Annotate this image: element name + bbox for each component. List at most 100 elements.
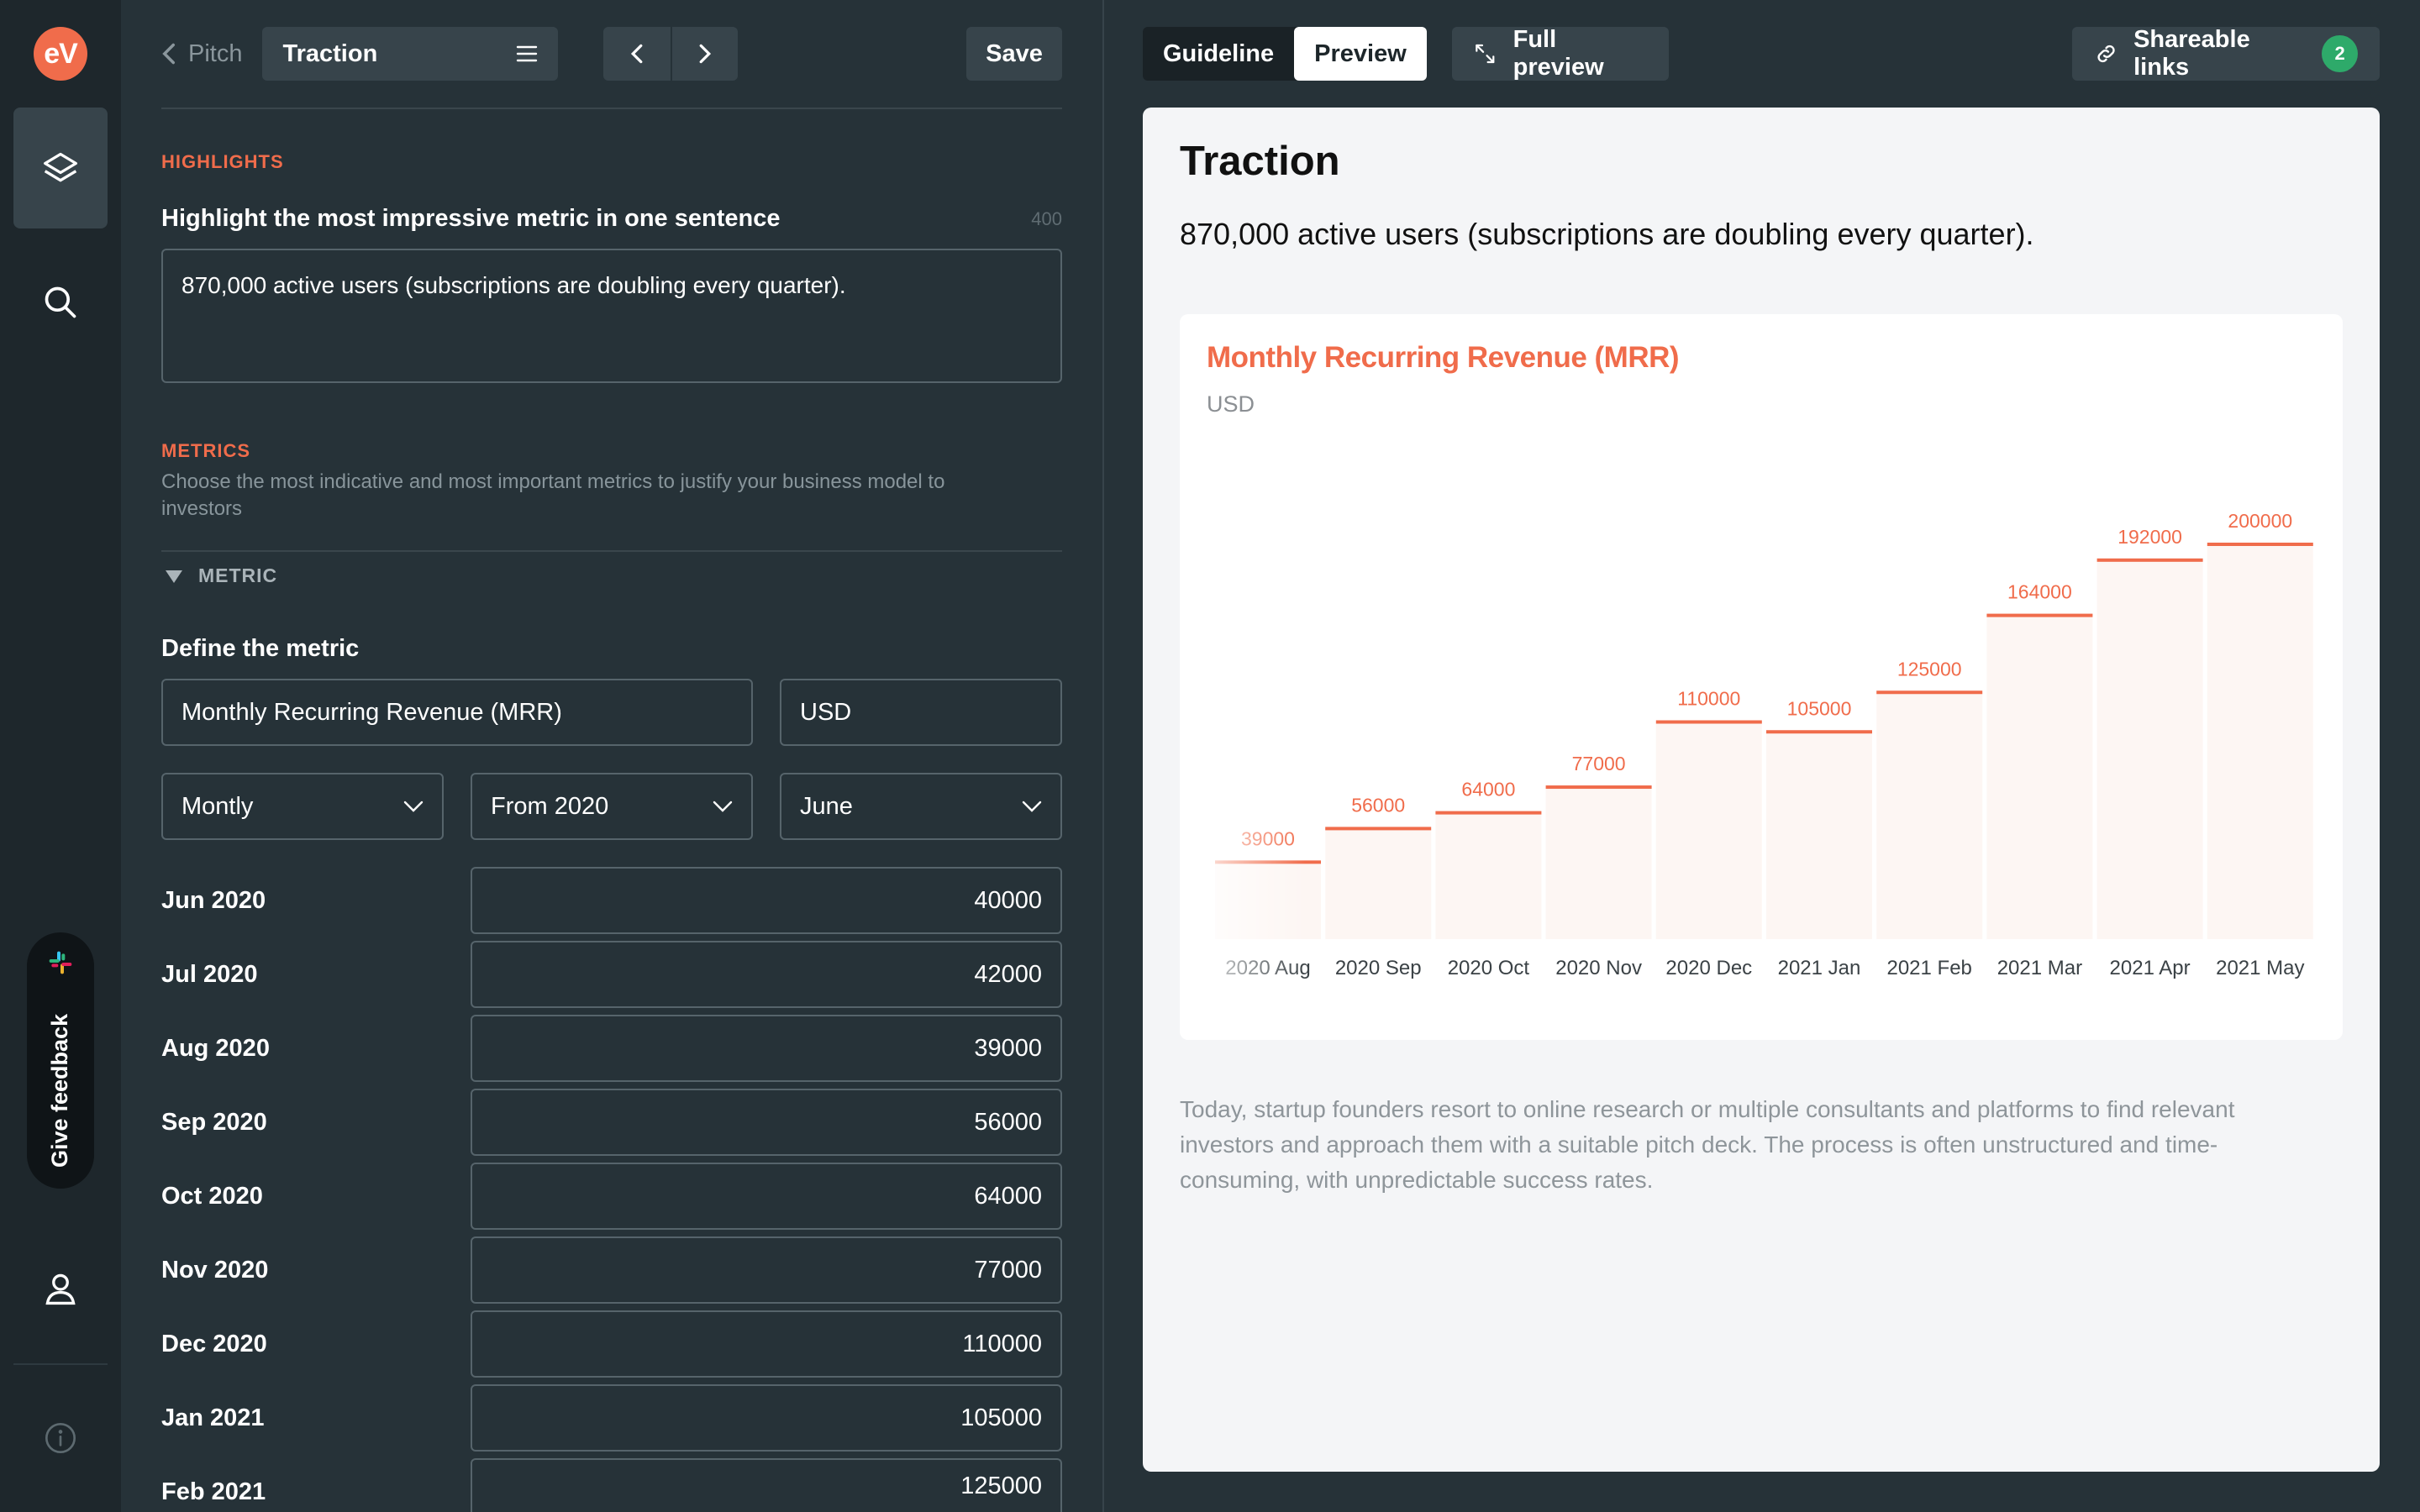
- start-month-value: June: [800, 792, 853, 820]
- metric-collapse-toggle[interactable]: METRIC: [165, 564, 277, 587]
- metrics-heading: METRICS: [161, 440, 250, 461]
- chart-bar-top: [2207, 543, 2313, 546]
- shareable-links-button[interactable]: Shareable links 2: [2072, 26, 2380, 81]
- highlights-heading: HIGHLIGHTS: [161, 151, 284, 172]
- preview-highlight: 870,000 active users (subscriptions are …: [1180, 217, 2034, 251]
- save-button[interactable]: Save: [966, 27, 1062, 81]
- metrics-divider: [161, 550, 1062, 552]
- chart-title: Monthly Recurring Revenue (MRR): [1207, 341, 1680, 374]
- search-icon: [45, 286, 76, 318]
- define-metric-label: Define the metric: [161, 635, 360, 662]
- chart-data-label: 200000: [2228, 510, 2292, 532]
- caret-down-icon: [166, 570, 182, 583]
- metric-row-label: Jun 2020: [161, 887, 266, 914]
- start-year-select[interactable]: From 2020: [471, 773, 753, 840]
- chart-bar-top: [1986, 613, 2093, 617]
- metric-row-label: Jul 2020: [161, 961, 258, 988]
- chart-data-label: 110000: [1677, 688, 1740, 710]
- chart-bar: [1325, 828, 1432, 939]
- chart-data-label: 56000: [1351, 794, 1405, 816]
- metric-row-value: 125000: [960, 1472, 1042, 1499]
- chevron-down-icon: [713, 801, 733, 812]
- info-icon: [45, 1423, 76, 1453]
- chart-tick-label: 2021 Apr: [2110, 957, 2191, 979]
- chevron-left-icon: [162, 43, 175, 65]
- chart-bar-group: 105000 2021 Jan: [1766, 697, 1872, 979]
- full-preview-label: Full preview: [1512, 26, 1604, 81]
- chart-bar: [1986, 615, 2093, 939]
- start-month-select[interactable]: June: [780, 773, 1062, 840]
- section-selector[interactable]: Traction: [262, 27, 559, 81]
- metric-row-value: 105000: [960, 1404, 1042, 1431]
- chart-tick-label: 2020 Nov: [1555, 957, 1642, 979]
- metric-row-label: Feb 2021: [161, 1478, 266, 1505]
- profile-button[interactable]: [13, 1228, 108, 1349]
- layers-button[interactable]: [13, 108, 108, 228]
- section-name: Traction: [282, 39, 378, 67]
- frequency-select[interactable]: Montly: [161, 773, 444, 840]
- metric-row-input[interactable]: 64000: [471, 1163, 1062, 1230]
- previous-section-button[interactable]: [603, 27, 671, 81]
- tab-preview[interactable]: Preview: [1294, 27, 1427, 81]
- expand-icon: [1476, 44, 1495, 64]
- chart-bar: [1766, 732, 1872, 939]
- chart-bar-group: 164000 2021 Mar: [1986, 581, 2093, 979]
- link-icon: [2097, 45, 2115, 63]
- metric-row-input[interactable]: 105000: [471, 1384, 1062, 1452]
- metric-row-input[interactable]: 125000: [471, 1458, 1062, 1512]
- metric-row-label: Sep 2020: [161, 1109, 267, 1136]
- metric-row-input[interactable]: 40000: [471, 867, 1062, 934]
- highlight-textarea[interactable]: 870,000 active users (subscriptions are …: [161, 249, 1062, 383]
- chart-tick-label: 2020 Oct: [1448, 957, 1530, 979]
- panel-splitter[interactable]: [1102, 0, 1104, 1512]
- character-counter: 400: [1031, 208, 1062, 229]
- tab-guideline[interactable]: Guideline: [1163, 39, 1275, 67]
- metric-row-input[interactable]: 110000: [471, 1310, 1062, 1378]
- metric-row-input[interactable]: 39000: [471, 1015, 1062, 1082]
- section-pager: [603, 27, 738, 81]
- metric-row-label: Nov 2020: [161, 1257, 269, 1284]
- chart-bar: [2096, 559, 2203, 939]
- metric-row-input[interactable]: 42000: [471, 941, 1062, 1008]
- chart-bar-top: [1655, 720, 1762, 724]
- layers-icon: [44, 152, 77, 182]
- chart-bar: [1435, 812, 1542, 939]
- metric-name-value: Monthly Recurring Revenue (MRR): [182, 698, 562, 726]
- chart-tick-label: 2020 Sep: [1335, 957, 1422, 979]
- next-section-button[interactable]: [671, 27, 738, 81]
- info-button[interactable]: [13, 1378, 108, 1499]
- chart-bar: [1876, 692, 1983, 939]
- app-logo[interactable]: eV: [34, 27, 87, 81]
- mrr-chart: Monthly Recurring Revenue (MRR) USD 3900…: [1180, 314, 2343, 1040]
- metric-row-input[interactable]: 77000: [471, 1236, 1062, 1304]
- chart-bar-top: [1325, 827, 1432, 831]
- search-button[interactable]: [13, 242, 108, 363]
- chart-tick-label: 2021 Jan: [1778, 957, 1861, 979]
- full-preview-button[interactable]: Full preview: [1452, 26, 1669, 81]
- metric-row-value: 40000: [974, 886, 1042, 914]
- give-feedback-button[interactable]: Give feedback: [27, 932, 94, 1189]
- toolbar-divider: [161, 108, 1062, 109]
- chart-tick-label: 2021 Feb: [1886, 957, 1971, 979]
- chart-bar-group: 64000 2020 Oct: [1435, 779, 1542, 979]
- metric-unit-input[interactable]: USD: [780, 679, 1062, 746]
- preview-title: Traction: [1180, 139, 1340, 184]
- start-year-value: From 2020: [491, 792, 609, 820]
- view-tabs: Guideline Preview: [1143, 27, 1427, 81]
- preview-description: Today, startup founders resort to online…: [1180, 1096, 2235, 1193]
- metric-row-value: 39000: [974, 1034, 1042, 1062]
- metric-row-value: 110000: [962, 1330, 1042, 1357]
- chart-data-label: 164000: [2007, 581, 2072, 603]
- chart-bar-group: 125000 2021 Feb: [1876, 658, 1983, 979]
- metric-row-value: 77000: [974, 1256, 1042, 1284]
- back-to-pitch-link[interactable]: Pitch: [161, 27, 262, 81]
- shareable-links-label: Shareable links: [2133, 26, 2250, 81]
- frequency-value: Montly: [182, 792, 254, 820]
- metric-row-input[interactable]: 56000: [471, 1089, 1062, 1156]
- metric-name-input[interactable]: Monthly Recurring Revenue (MRR): [161, 679, 753, 746]
- user-icon: [45, 1273, 76, 1305]
- back-label: Pitch: [188, 39, 243, 67]
- chevron-left-icon: [630, 44, 643, 64]
- preview-card: Traction 870,000 active users (subscript…: [1143, 108, 2380, 1472]
- chevron-down-icon: [1022, 801, 1042, 812]
